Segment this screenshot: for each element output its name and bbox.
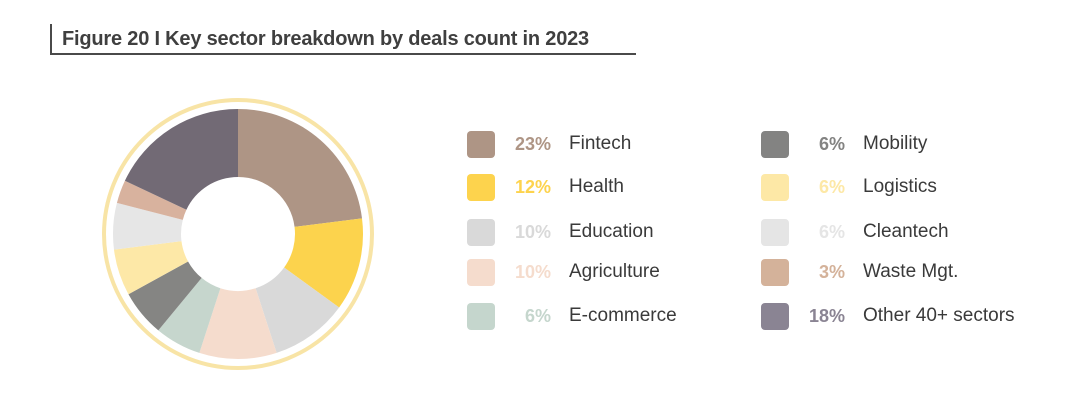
legend-percentage: 6% xyxy=(818,221,845,242)
outer-ring xyxy=(102,98,374,370)
legend-percentage: 6% xyxy=(818,176,845,197)
legend-item-cleantech: 6% Cleantech xyxy=(761,218,949,246)
slice-agriculture xyxy=(199,288,277,359)
legend-label: Fintech xyxy=(569,133,632,154)
slice-waste-mgt xyxy=(116,180,187,220)
legend-swatch xyxy=(467,302,495,330)
legend-item-logistics: 6% Logistics xyxy=(761,173,937,201)
slice-fintech xyxy=(238,109,363,227)
legend-item-education: 10% Education xyxy=(467,218,654,246)
slice-cleantech xyxy=(113,202,183,250)
legend-swatch xyxy=(761,173,789,201)
legend-item-fintech: 23% Fintech xyxy=(467,130,631,158)
legend-percentage: 10% xyxy=(514,221,551,242)
slice-mobility xyxy=(128,261,202,331)
legend-item-e-commerce: 6% E-commerce xyxy=(467,302,677,330)
legend-percentage: 3% xyxy=(818,261,845,282)
legend-percentage: 12% xyxy=(514,176,551,197)
legend-label: Agriculture xyxy=(569,261,660,282)
legend-item-other-40-sectors: 18% Other 40+ sectors xyxy=(761,302,1015,330)
legend-percentage: 18% xyxy=(808,305,845,326)
legend-item-health: 12% Health xyxy=(467,173,624,201)
legend-swatch xyxy=(761,302,789,330)
legend-item-mobility: 6% Mobility xyxy=(761,130,927,158)
legend-swatch xyxy=(761,258,789,286)
legend-label: Mobility xyxy=(863,133,928,154)
legend-swatch xyxy=(761,130,789,158)
legend-label: Waste Mgt. xyxy=(863,261,959,282)
legend-label: Cleantech xyxy=(863,221,949,242)
slice-education xyxy=(255,267,340,353)
legend-item-agriculture: 10% Agriculture xyxy=(467,258,660,286)
legend-percentage: 6% xyxy=(524,305,551,326)
legend-item-waste-mgt: 3% Waste Mgt. xyxy=(761,258,958,286)
figure-title-frame: Figure 20 I Key sector breakdown by deal… xyxy=(50,24,636,55)
legend-swatch xyxy=(467,130,495,158)
legend-percentage: 10% xyxy=(514,261,551,282)
legend-label: E-commerce xyxy=(569,305,677,326)
legend-label: Education xyxy=(569,221,654,242)
legend-label: Other 40+ sectors xyxy=(863,305,1015,326)
legend-swatch xyxy=(761,218,789,246)
legend-swatch xyxy=(467,258,495,286)
legend-percentage: 23% xyxy=(514,133,551,154)
legend-swatch xyxy=(467,173,495,201)
legend-label: Health xyxy=(569,176,624,197)
figure-title: Figure 20 I Key sector breakdown by deal… xyxy=(62,28,589,50)
legend-label: Logistics xyxy=(863,176,937,197)
legend-swatch xyxy=(467,218,495,246)
slice-logistics xyxy=(113,241,189,295)
slice-e-commerce xyxy=(158,277,221,353)
slice-health xyxy=(284,218,363,308)
slice-other-40-sectors xyxy=(124,109,238,210)
legend-percentage: 6% xyxy=(818,133,845,154)
